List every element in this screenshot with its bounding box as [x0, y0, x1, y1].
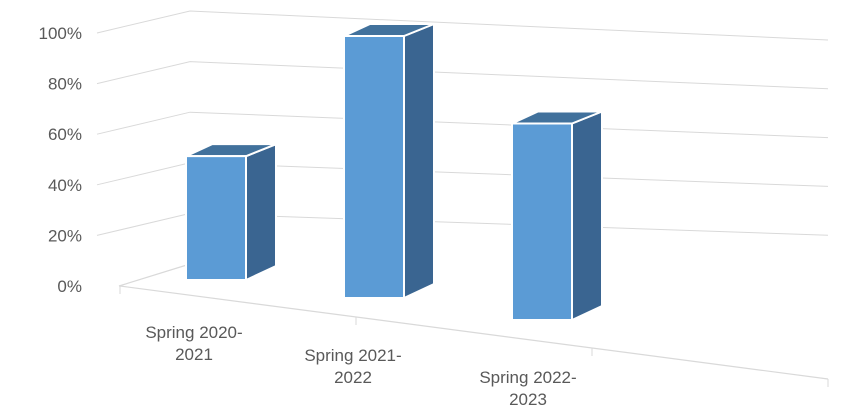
x-category-label-line: Spring 2022- [479, 368, 576, 387]
x-axis-line [119, 285, 829, 380]
x-category-label: Spring 2020- 2021 [145, 323, 242, 364]
bar [343, 23, 435, 299]
y-tick-label: 60% [48, 125, 82, 144]
y-tick-label: 20% [48, 226, 82, 245]
bar-front [511, 122, 573, 321]
bars [185, 23, 603, 321]
x-category-label-line: 2023 [509, 390, 547, 409]
y-tick-label: 0% [57, 277, 82, 296]
bar [185, 143, 277, 281]
y-tick-label: 40% [48, 176, 82, 195]
gridline [96, 10, 829, 41]
y-tick-label: 80% [48, 75, 82, 94]
gridline [118, 263, 191, 287]
x-category-label-line: Spring 2021- [304, 346, 401, 365]
bar [511, 110, 603, 321]
x-category-label: Spring 2022- 2023 [479, 368, 576, 409]
gridline [96, 111, 829, 139]
bar-front [185, 155, 247, 281]
axes [119, 285, 829, 387]
bar-side [403, 23, 435, 299]
gridline [96, 61, 829, 90]
x-category-label: Spring 2021- 2022 [304, 346, 401, 387]
x-category-label-line: 2022 [334, 368, 372, 387]
x-category-label-line: Spring 2020- [145, 323, 242, 342]
tick-labels: 0%20%40%60%80%100%Spring 2020-2021 Spring… [39, 24, 577, 409]
y-tick-label: 100% [39, 24, 82, 43]
bar-front [343, 35, 405, 299]
bar-side [571, 110, 603, 321]
bar-side [245, 143, 277, 281]
x-category-label-line: 2021 [175, 345, 213, 364]
